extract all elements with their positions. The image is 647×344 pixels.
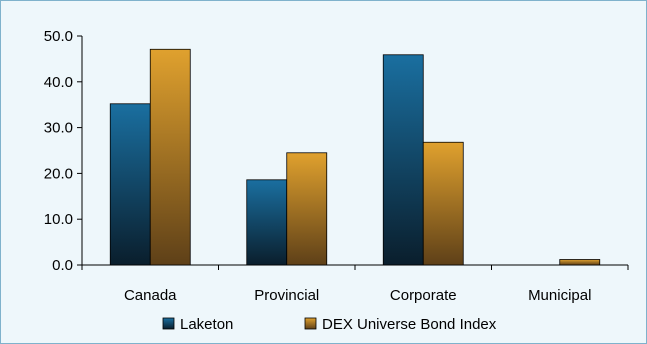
bar-dex-corporate — [422, 141, 464, 266]
bar-dex-canada — [149, 48, 191, 266]
bars — [109, 48, 601, 266]
y-tick-label: 40.0 — [44, 74, 73, 91]
y-tick-label: 0.0 — [52, 257, 73, 274]
bar-dex-provincial — [286, 152, 328, 266]
legend-swatch-laketon — [162, 317, 175, 330]
legend-swatch-dex — [304, 317, 317, 330]
bar-dex-municipal — [559, 259, 601, 266]
y-tick-label: 20.0 — [44, 165, 73, 182]
y-tick-labels: 0.0 10.0 20.0 30.0 40.0 50.0 — [44, 28, 73, 274]
bar-laketon-corporate — [382, 54, 424, 266]
bar-laketon-provincial — [246, 179, 288, 266]
legend-label-laketon: Laketon — [180, 316, 233, 333]
category-label-municipal: Municipal — [528, 287, 591, 304]
y-tick-label: 50.0 — [44, 28, 73, 45]
category-label-corporate: Corporate — [390, 287, 457, 304]
category-label-canada: Canada — [124, 287, 177, 304]
category-label-provincial: Provincial — [254, 287, 319, 304]
y-tick-label: 10.0 — [44, 211, 73, 228]
legend-label-dex: DEX Universe Bond Index — [322, 316, 497, 333]
category-labels: Canada Provincial Corporate Municipal — [124, 287, 591, 304]
y-tick-label: 30.0 — [44, 120, 73, 137]
bar-laketon-canada — [109, 103, 151, 266]
legend: Laketon DEX Universe Bond Index — [162, 316, 497, 333]
